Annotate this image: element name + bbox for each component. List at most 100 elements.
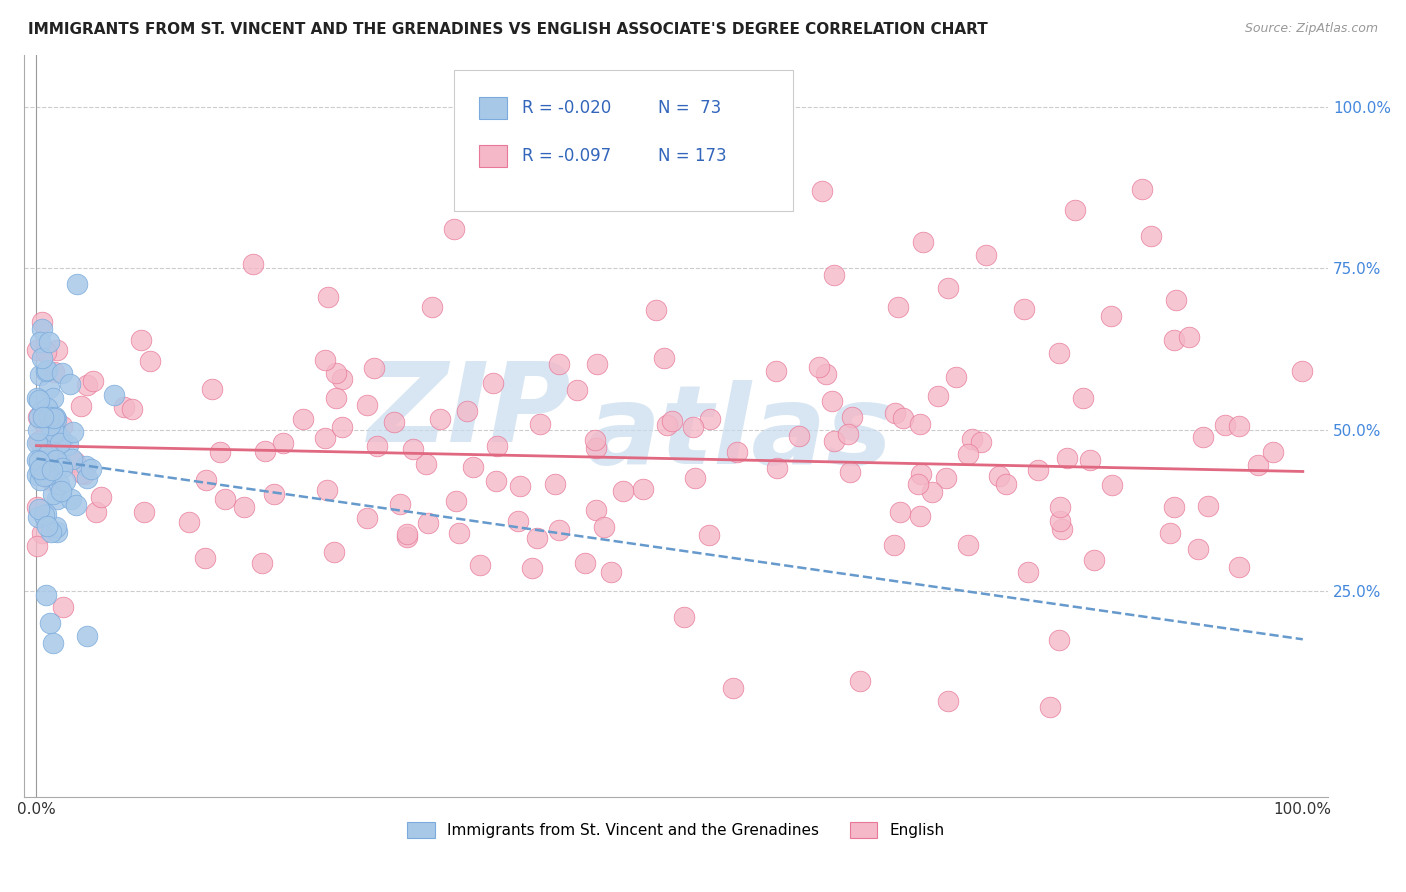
Point bbox=[884, 406, 907, 420]
Point bbox=[548, 357, 571, 371]
Point bbox=[936, 693, 959, 707]
Point bbox=[721, 681, 744, 695]
Point bbox=[34, 344, 56, 359]
Point bbox=[547, 523, 569, 537]
Point bbox=[39, 616, 62, 631]
Point bbox=[52, 599, 75, 614]
Point bbox=[63, 455, 86, 469]
Point bbox=[1166, 293, 1188, 308]
Point bbox=[485, 474, 508, 488]
Point bbox=[51, 460, 73, 475]
FancyBboxPatch shape bbox=[479, 96, 508, 119]
Point bbox=[839, 465, 862, 479]
Point bbox=[41, 413, 63, 427]
Point bbox=[585, 441, 607, 455]
Point bbox=[927, 389, 949, 403]
Point bbox=[429, 412, 451, 426]
Point bbox=[121, 401, 143, 416]
Point bbox=[363, 361, 385, 376]
Point bbox=[583, 434, 606, 448]
Text: R = -0.020: R = -0.020 bbox=[522, 99, 610, 117]
Point bbox=[962, 432, 984, 446]
Point bbox=[179, 515, 201, 529]
Point bbox=[27, 423, 49, 437]
Point bbox=[910, 417, 932, 432]
Point bbox=[486, 439, 509, 453]
Point bbox=[32, 410, 55, 425]
Point bbox=[482, 376, 505, 390]
Point bbox=[1163, 500, 1185, 515]
Point bbox=[891, 411, 914, 425]
Point bbox=[682, 419, 704, 434]
Point bbox=[1227, 560, 1250, 574]
Point bbox=[443, 221, 465, 235]
Point bbox=[37, 447, 59, 461]
Point bbox=[886, 300, 908, 314]
Point bbox=[70, 467, 93, 481]
Point bbox=[316, 290, 339, 304]
Point bbox=[1050, 522, 1073, 536]
Point bbox=[45, 343, 67, 358]
Point bbox=[263, 487, 285, 501]
Point bbox=[1159, 525, 1181, 540]
Point bbox=[1187, 541, 1209, 556]
Point bbox=[51, 433, 73, 447]
Point bbox=[25, 436, 48, 450]
Point bbox=[447, 525, 470, 540]
Point bbox=[76, 378, 98, 392]
Point bbox=[444, 493, 467, 508]
Point bbox=[35, 467, 58, 482]
Point bbox=[823, 268, 845, 282]
Point bbox=[396, 530, 419, 544]
Point bbox=[910, 467, 932, 482]
Point bbox=[45, 425, 67, 439]
Point bbox=[35, 401, 58, 415]
Point bbox=[208, 444, 231, 458]
Point bbox=[883, 538, 905, 552]
Point bbox=[1130, 182, 1153, 196]
Point bbox=[1049, 515, 1071, 529]
Point bbox=[935, 471, 957, 485]
Point bbox=[415, 457, 437, 471]
Point bbox=[34, 435, 56, 450]
Point bbox=[685, 471, 707, 485]
Point bbox=[644, 302, 666, 317]
Point bbox=[402, 442, 425, 456]
Point bbox=[62, 425, 84, 439]
Point bbox=[1063, 202, 1085, 217]
Point bbox=[82, 374, 104, 388]
Point bbox=[28, 368, 51, 382]
Point bbox=[1056, 451, 1078, 466]
Legend: Immigrants from St. Vincent and the Grenadines, English: Immigrants from St. Vincent and the Gren… bbox=[399, 814, 952, 846]
Point bbox=[911, 235, 934, 250]
FancyBboxPatch shape bbox=[454, 70, 793, 211]
Point bbox=[28, 393, 51, 408]
Point bbox=[657, 417, 679, 432]
Point bbox=[956, 447, 979, 461]
Point bbox=[765, 364, 787, 378]
Point bbox=[987, 469, 1010, 483]
Point bbox=[103, 387, 125, 401]
Point bbox=[45, 520, 67, 534]
Point bbox=[823, 434, 845, 448]
Point bbox=[45, 453, 67, 467]
Point bbox=[31, 322, 53, 336]
Point bbox=[697, 528, 720, 542]
Point bbox=[1178, 329, 1201, 343]
Point bbox=[31, 315, 53, 329]
Point bbox=[129, 334, 152, 348]
Point bbox=[1026, 463, 1049, 477]
Point bbox=[889, 505, 911, 519]
Point bbox=[34, 463, 56, 477]
Point bbox=[325, 367, 347, 381]
Point bbox=[41, 487, 63, 501]
Text: N = 173: N = 173 bbox=[658, 147, 727, 165]
Point bbox=[1213, 417, 1236, 432]
Point bbox=[38, 410, 60, 425]
Point bbox=[59, 491, 82, 506]
Point bbox=[49, 483, 72, 498]
Point bbox=[56, 438, 79, 452]
Point bbox=[37, 464, 59, 478]
Point bbox=[32, 508, 55, 522]
Point bbox=[25, 500, 48, 515]
